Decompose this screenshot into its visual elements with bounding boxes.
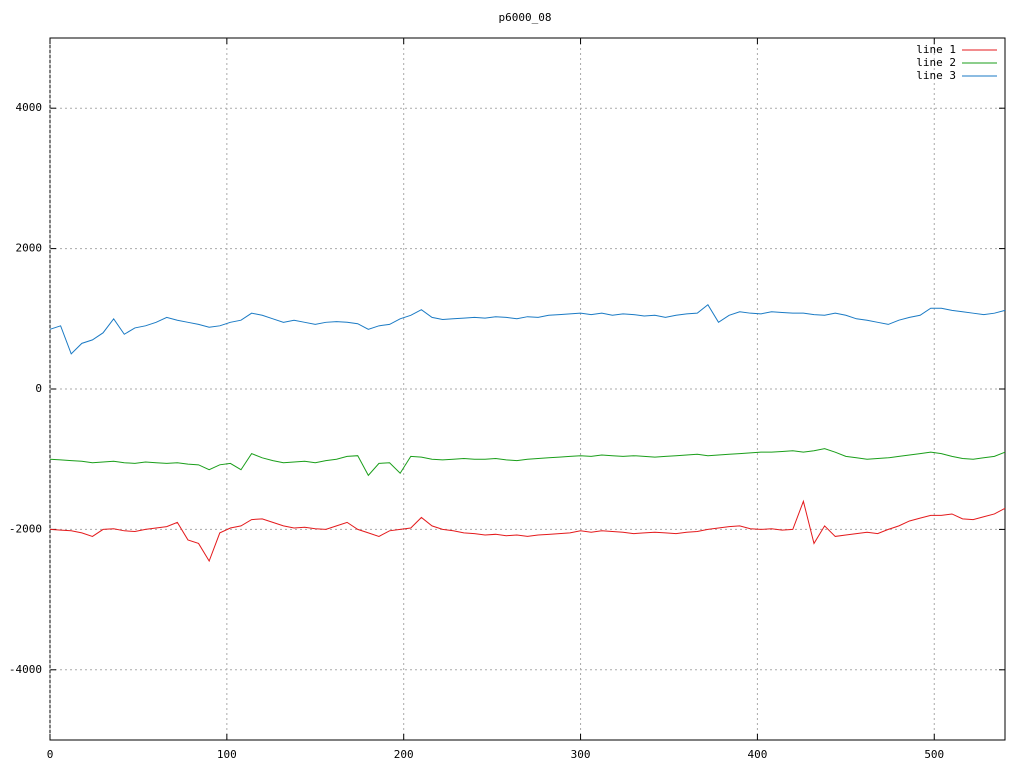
y-tick-label: 4000 [16, 101, 43, 114]
x-tick-label: 200 [394, 748, 414, 761]
y-tick-label: 0 [35, 382, 42, 395]
y-tick-label: 2000 [16, 242, 43, 255]
chart-title: p6000_08 [499, 11, 552, 24]
data-line [49, 448, 1006, 477]
y-tick-label: -2000 [9, 522, 42, 535]
legend-label: line 2 [916, 56, 956, 69]
x-tick-label: 100 [217, 748, 237, 761]
data-line [49, 499, 1006, 563]
x-tick-label: 400 [747, 748, 767, 761]
legend-label: line 1 [916, 43, 956, 56]
x-tick-label: 0 [47, 748, 54, 761]
legend-label: line 3 [916, 69, 956, 82]
y-tick-label: -4000 [9, 663, 42, 676]
x-tick-label: 300 [571, 748, 591, 761]
x-tick-label: 500 [924, 748, 944, 761]
data-line [49, 304, 1006, 355]
